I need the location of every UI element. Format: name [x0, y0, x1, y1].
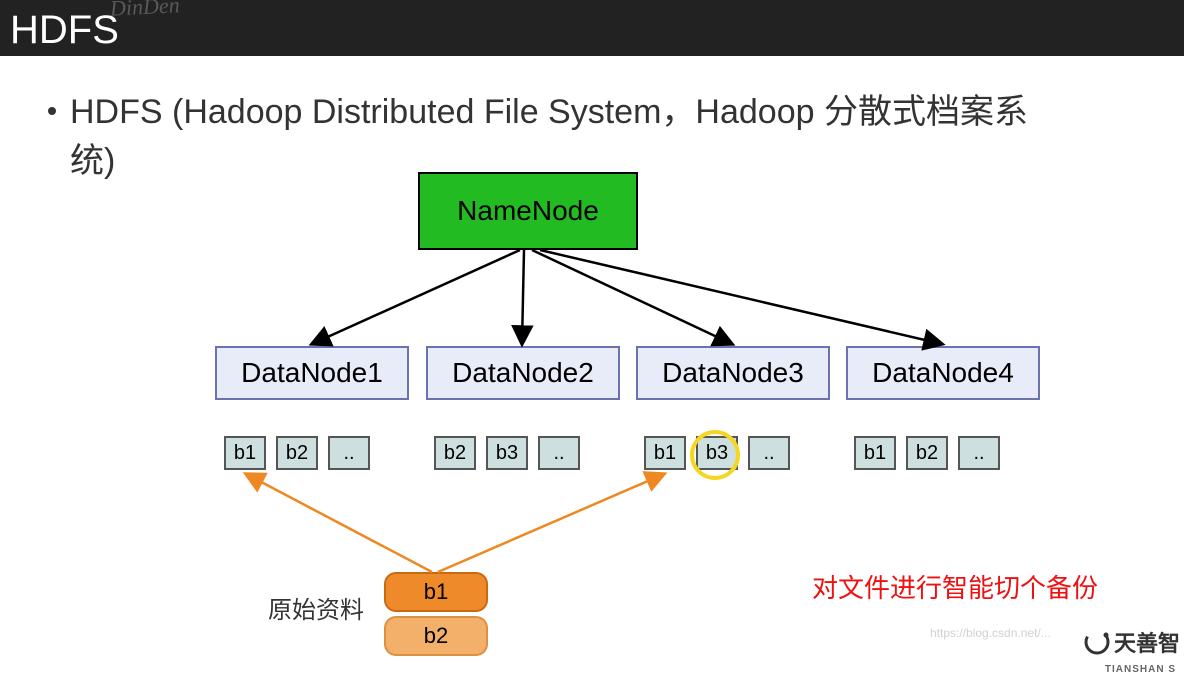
brand-logo: 天善智 TIANSHAN S	[1084, 626, 1180, 661]
bullet-line2: 统)	[70, 142, 115, 180]
data-block: ..	[538, 436, 580, 470]
data-block: b1	[224, 436, 266, 470]
original-data-label-text: 原始资料	[268, 597, 364, 624]
arrow-orange	[438, 474, 664, 572]
namenode-box: NameNode	[418, 172, 638, 250]
arrow-black	[312, 250, 520, 344]
data-block: b2	[906, 436, 948, 470]
brand-swirl-icon	[1084, 629, 1110, 655]
arrow-black	[540, 250, 942, 344]
datanode-box: DataNode3	[636, 346, 830, 400]
arrow-orange	[246, 474, 432, 572]
datanode-box: DataNode2	[426, 346, 620, 400]
original-data-label: 原始资料	[268, 590, 364, 625]
data-block: ..	[748, 436, 790, 470]
datanode-label: DataNode2	[452, 357, 594, 388]
annotation-red-note-text: 对文件进行智能切个备份	[812, 573, 1098, 603]
header-scribble: DinDen	[109, 0, 180, 22]
datanode-label: DataNode1	[241, 357, 383, 388]
watermark-text: https://blog.csdn.net/...	[930, 626, 1051, 640]
datanode-box: DataNode1	[215, 346, 409, 400]
slide-title: HDFS	[10, 8, 119, 52]
data-block: ..	[958, 436, 1000, 470]
bullet-dot-icon	[48, 107, 56, 115]
datanode-label: DataNode4	[872, 357, 1014, 388]
highlight-circle-icon	[690, 430, 740, 480]
watermark-text-span: https://blog.csdn.net/...	[930, 626, 1051, 640]
datanode-box: DataNode4	[846, 346, 1040, 400]
brand-subtext: TIANSHAN S	[1105, 664, 1176, 675]
data-block: b2	[276, 436, 318, 470]
data-block: b1	[644, 436, 686, 470]
original-block: b2	[384, 616, 488, 656]
data-block: b1	[854, 436, 896, 470]
arrow-black	[532, 250, 732, 344]
brand-text: 天善智	[1114, 631, 1180, 656]
data-block: ..	[328, 436, 370, 470]
namenode-label: NameNode	[457, 195, 599, 226]
arrow-black	[522, 250, 524, 344]
bullet-line1: HDFS (Hadoop Distributed File System，Had…	[70, 93, 1028, 131]
datanode-label: DataNode3	[662, 357, 804, 388]
annotation-red-note: 对文件进行智能切个备份	[812, 568, 1098, 605]
original-block: b1	[384, 572, 488, 612]
data-block: b3	[486, 436, 528, 470]
data-block: b2	[434, 436, 476, 470]
